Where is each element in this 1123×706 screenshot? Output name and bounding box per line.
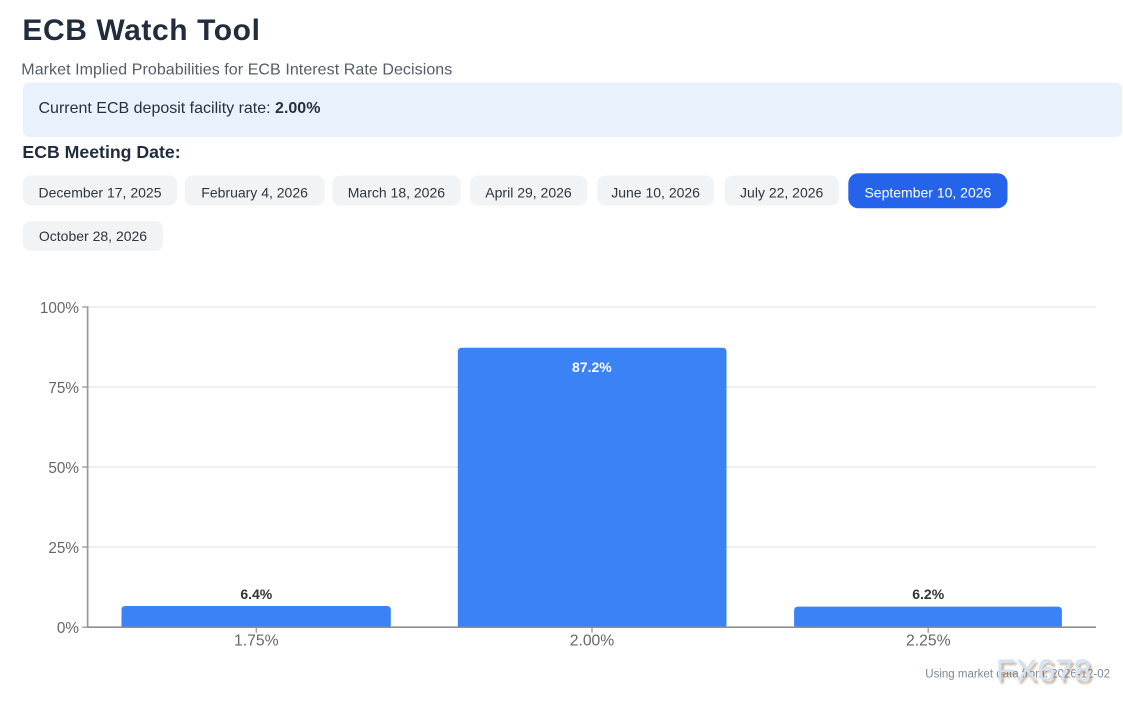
svg-text:1.75%: 1.75% xyxy=(234,632,279,649)
svg-text:September 10, 2026: September 10, 2026 xyxy=(864,185,991,201)
svg-text:75%: 75% xyxy=(48,380,79,397)
svg-text:July 22, 2026: July 22, 2026 xyxy=(740,185,823,201)
svg-text:50%: 50% xyxy=(48,460,79,477)
svg-text:December 17, 2025: December 17, 2025 xyxy=(39,185,162,201)
svg-text:April 29, 2026: April 29, 2026 xyxy=(485,185,572,201)
svg-text:March 18, 2026: March 18, 2026 xyxy=(348,185,445,201)
svg-text:2.25%: 2.25% xyxy=(906,632,951,649)
svg-text:FX678: FX678 xyxy=(998,655,1093,690)
svg-text:6.4%: 6.4% xyxy=(240,586,272,602)
svg-text:100%: 100% xyxy=(40,300,80,317)
svg-text:Using market data from: 2026-1: Using market data from: 2026-12-02 xyxy=(925,669,1110,681)
svg-text:6.2%: 6.2% xyxy=(912,586,944,602)
svg-text:June 10, 2026: June 10, 2026 xyxy=(611,185,700,201)
svg-text:October 28, 2026: October 28, 2026 xyxy=(39,228,147,244)
svg-text:Current ECB deposit facility r: Current ECB deposit facility rate: 2.00% xyxy=(39,100,321,117)
svg-text:2.00%: 2.00% xyxy=(570,632,615,649)
svg-text:FX678: FX678 xyxy=(996,652,1092,687)
svg-text:February 4, 2026: February 4, 2026 xyxy=(201,185,308,201)
svg-text:ECB Watch Tool: ECB Watch Tool xyxy=(22,14,260,47)
svg-text:Market Implied Probabilities f: Market Implied Probabilities for ECB Int… xyxy=(21,61,452,78)
svg-text:25%: 25% xyxy=(48,540,79,557)
svg-text:0%: 0% xyxy=(57,620,80,637)
svg-text:87.2%: 87.2% xyxy=(572,359,612,375)
svg-text:ECB Meeting Date:: ECB Meeting Date: xyxy=(22,142,180,162)
